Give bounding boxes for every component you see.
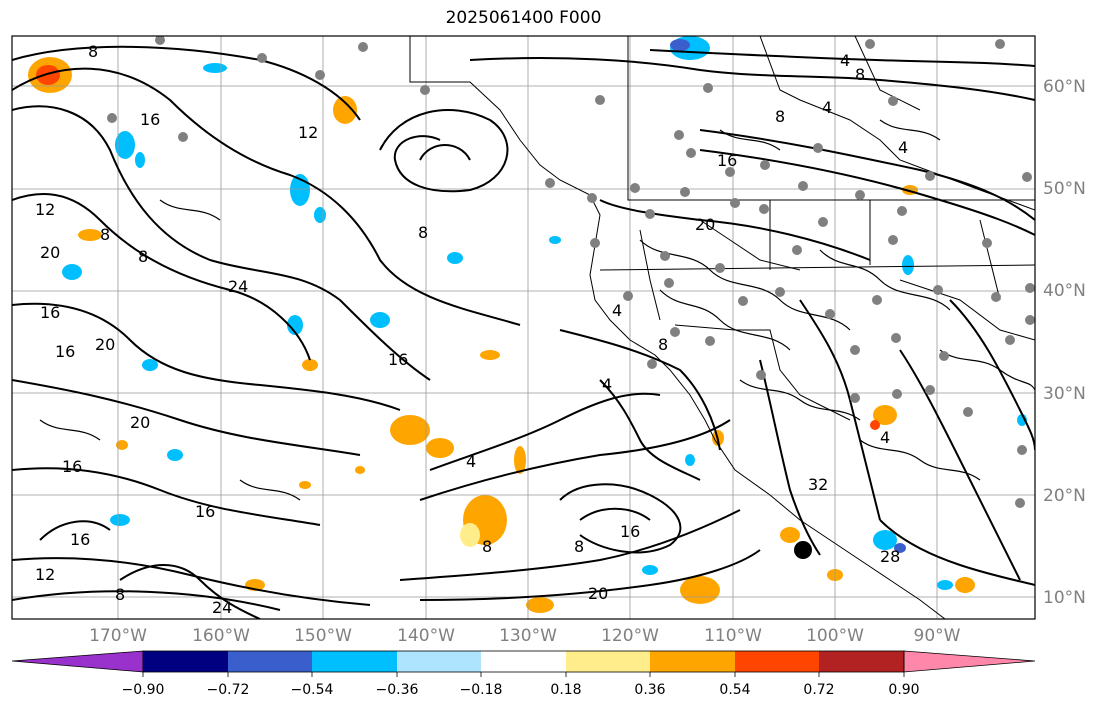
contour-label: 4	[612, 301, 622, 320]
colorbar-tick-label: −0.90	[121, 682, 165, 698]
contour-label: 16	[40, 303, 60, 322]
lon-label: 140°W	[397, 626, 455, 646]
station-markers	[107, 36, 1035, 508]
colorbar-swatch-1	[143, 651, 228, 672]
contour-label: 8	[88, 42, 98, 61]
contour-label: 16	[620, 522, 640, 541]
lon-label: 100°W	[806, 626, 864, 646]
colorbar-tick-label: 0.54	[719, 682, 751, 698]
colorbar-tick-label: −0.36	[375, 682, 419, 698]
center-marker	[794, 541, 812, 559]
colorbar-swatch-10	[903, 650, 1036, 673]
contour-label: 20	[130, 413, 150, 432]
colorbar-swatch-8	[735, 651, 819, 672]
contour-label: 16	[140, 110, 160, 129]
lon-label: 120°W	[601, 626, 659, 646]
contour-label: 4	[466, 452, 476, 471]
colorbar-swatch-2	[228, 651, 312, 672]
contour-label: 8	[138, 247, 148, 266]
lon-label: 90°W	[913, 626, 961, 646]
contour-label: 12	[35, 200, 55, 219]
contour-lines	[12, 45, 1035, 619]
colorbar-swatch-0	[11, 650, 144, 673]
contour-label: 16	[70, 530, 90, 549]
colorbar-tick-label: 0.72	[803, 682, 835, 698]
graticule	[12, 36, 1035, 619]
contour-label: 4	[602, 375, 612, 394]
contour-label: 8	[855, 65, 865, 84]
colorbar-swatch-6	[566, 651, 650, 672]
contour-label: 20	[95, 335, 115, 354]
colorbar-swatch-3	[312, 651, 397, 672]
colorbar-swatch-7	[650, 651, 735, 672]
contour-value-labels: 8 16 12 4 8 8 4 4 16 12 8 20 8 24 8 20 1…	[35, 42, 908, 617]
contour-label: 28	[880, 547, 900, 566]
contour-label: 4	[840, 51, 850, 70]
contour-label: 16	[717, 151, 737, 170]
contour-label: 4	[822, 98, 832, 117]
contour-label: 8	[482, 537, 492, 556]
contour-label: 16	[388, 350, 408, 369]
contour-label: 8	[658, 335, 668, 354]
colorbar-tick-label: −0.18	[459, 682, 503, 698]
colorbar-tick-label: 0.36	[634, 682, 666, 698]
contour-label: 8	[775, 107, 785, 126]
contour-label: 8	[100, 225, 110, 244]
lon-label: 150°W	[294, 626, 352, 646]
contour-label: 32	[808, 475, 828, 494]
contour-label: 16	[62, 457, 82, 476]
lat-label: 30°N	[1043, 384, 1086, 404]
map-frame	[11, 35, 1036, 620]
contour-label: 24	[212, 598, 232, 617]
contour-label: 8	[115, 585, 125, 604]
lat-label: 10°N	[1043, 588, 1086, 608]
colorbar	[11, 650, 1036, 677]
contour-label: 20	[588, 584, 608, 603]
contour-label: 20	[695, 215, 715, 234]
colorbar-tick-label: −0.72	[206, 682, 250, 698]
contour-detail	[39, 119, 1035, 501]
contour-label: 16	[195, 502, 215, 521]
contour-label: 20	[40, 243, 60, 262]
lon-label: 170°W	[89, 626, 147, 646]
map-title: 2025061400 F000	[445, 8, 602, 28]
lat-label: 20°N	[1043, 486, 1086, 506]
contour-label: 24	[228, 277, 248, 296]
lon-label: 110°W	[704, 626, 762, 646]
colorbar-tick-label: −0.54	[290, 682, 334, 698]
colorbar-swatch-5	[481, 651, 566, 672]
lat-label: 60°N	[1043, 77, 1086, 97]
lon-label: 160°W	[192, 626, 250, 646]
colorbar-tick-label: 0.90	[888, 682, 920, 698]
colorbar-swatch-4	[397, 651, 481, 672]
contour-label: 8	[418, 223, 428, 242]
lon-label: 130°W	[499, 626, 557, 646]
contour-label: 16	[55, 342, 75, 361]
contour-label: 12	[35, 565, 55, 584]
contour-label: 4	[880, 428, 890, 447]
colorbar-tick-label: 0.18	[550, 682, 582, 698]
lat-label: 40°N	[1043, 281, 1086, 301]
lat-label: 50°N	[1043, 179, 1086, 199]
contour-label: 12	[298, 123, 318, 142]
contour-label: 8	[574, 537, 584, 556]
colorbar-swatch-9	[819, 651, 904, 672]
colorbar-frame	[142, 650, 905, 673]
contour-label: 4	[898, 138, 908, 157]
